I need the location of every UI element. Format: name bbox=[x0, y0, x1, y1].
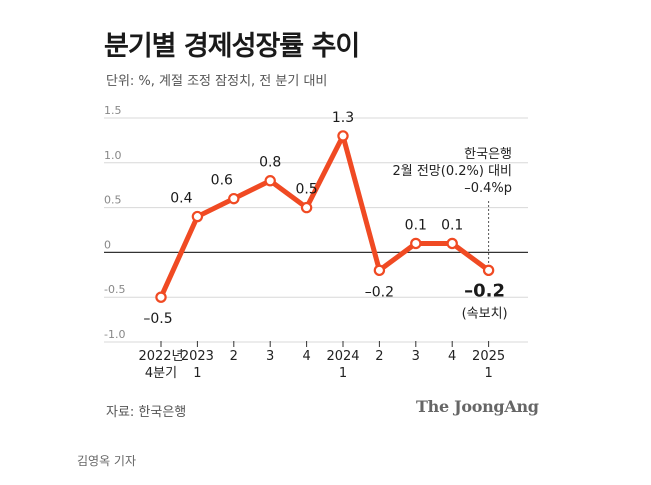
source-note: 자료: 한국은행 bbox=[106, 405, 187, 420]
data-label: 1.3 bbox=[332, 110, 354, 126]
data-label: –0.5 bbox=[143, 311, 172, 327]
data-point bbox=[446, 237, 458, 250]
annotation-text: –0.4%p bbox=[464, 181, 512, 196]
x-tick-label: 1 bbox=[193, 366, 201, 381]
data-label: –0.2 bbox=[365, 284, 394, 300]
data-label: –0.2 bbox=[464, 280, 505, 301]
y-tick-label: 0.5 bbox=[104, 194, 122, 207]
x-tick-label: 1 bbox=[484, 366, 492, 381]
y-tick-label: 0 bbox=[104, 238, 111, 251]
data-point bbox=[155, 291, 167, 303]
x-tick-label: 2 bbox=[375, 349, 383, 364]
data-point bbox=[482, 264, 495, 277]
x-tick-label: 4분기 bbox=[145, 366, 177, 381]
y-tick-label: 1.5 bbox=[104, 104, 122, 117]
data-label: 0.4 bbox=[170, 191, 192, 207]
x-tick-label: 2 bbox=[230, 349, 238, 364]
data-point bbox=[228, 192, 240, 205]
y-tick-label: -0.5 bbox=[104, 283, 125, 296]
data-point bbox=[300, 201, 313, 214]
publisher-logo: The JoongAng bbox=[416, 397, 539, 416]
x-tick-label: 1 bbox=[339, 366, 347, 381]
chart-subtitle: 단위: %, 계절 조정 잠정치, 전 분기 대비 bbox=[106, 74, 328, 89]
data-point bbox=[373, 264, 386, 277]
annotation-text: 한국은행 bbox=[464, 146, 512, 162]
x-tick-label: 4 bbox=[302, 349, 310, 364]
data-label: 0.1 bbox=[441, 217, 463, 233]
reporter-credit: 김영옥 기자 bbox=[77, 454, 137, 468]
x-tick-label: 3 bbox=[412, 349, 420, 364]
y-tick-label: -1.0 bbox=[104, 328, 125, 341]
data-point bbox=[191, 210, 204, 223]
y-tick-label: 1.0 bbox=[104, 149, 122, 162]
x-tick-label: 2023 bbox=[181, 349, 214, 364]
chart-title: 분기별 경제성장률 추이 bbox=[104, 31, 360, 62]
series-line bbox=[158, 133, 492, 300]
preliminary-note: (속보치) bbox=[462, 306, 508, 321]
x-tick-label: 2022년 bbox=[138, 349, 183, 364]
data-label: 0.5 bbox=[295, 182, 317, 198]
data-label: 0.1 bbox=[405, 217, 427, 233]
data-point bbox=[337, 130, 349, 142]
x-tick-label: 2024 bbox=[326, 349, 359, 364]
x-tick-label: 2025 bbox=[472, 349, 505, 364]
x-tick-label: 3 bbox=[266, 349, 274, 364]
data-point bbox=[264, 175, 276, 187]
data-label: 0.6 bbox=[211, 173, 233, 189]
data-point bbox=[410, 237, 422, 250]
annotation-text: 2월 전망(0.2%) 대비 bbox=[392, 164, 512, 179]
data-label: 0.8 bbox=[259, 155, 281, 171]
x-tick-label: 4 bbox=[448, 349, 456, 364]
